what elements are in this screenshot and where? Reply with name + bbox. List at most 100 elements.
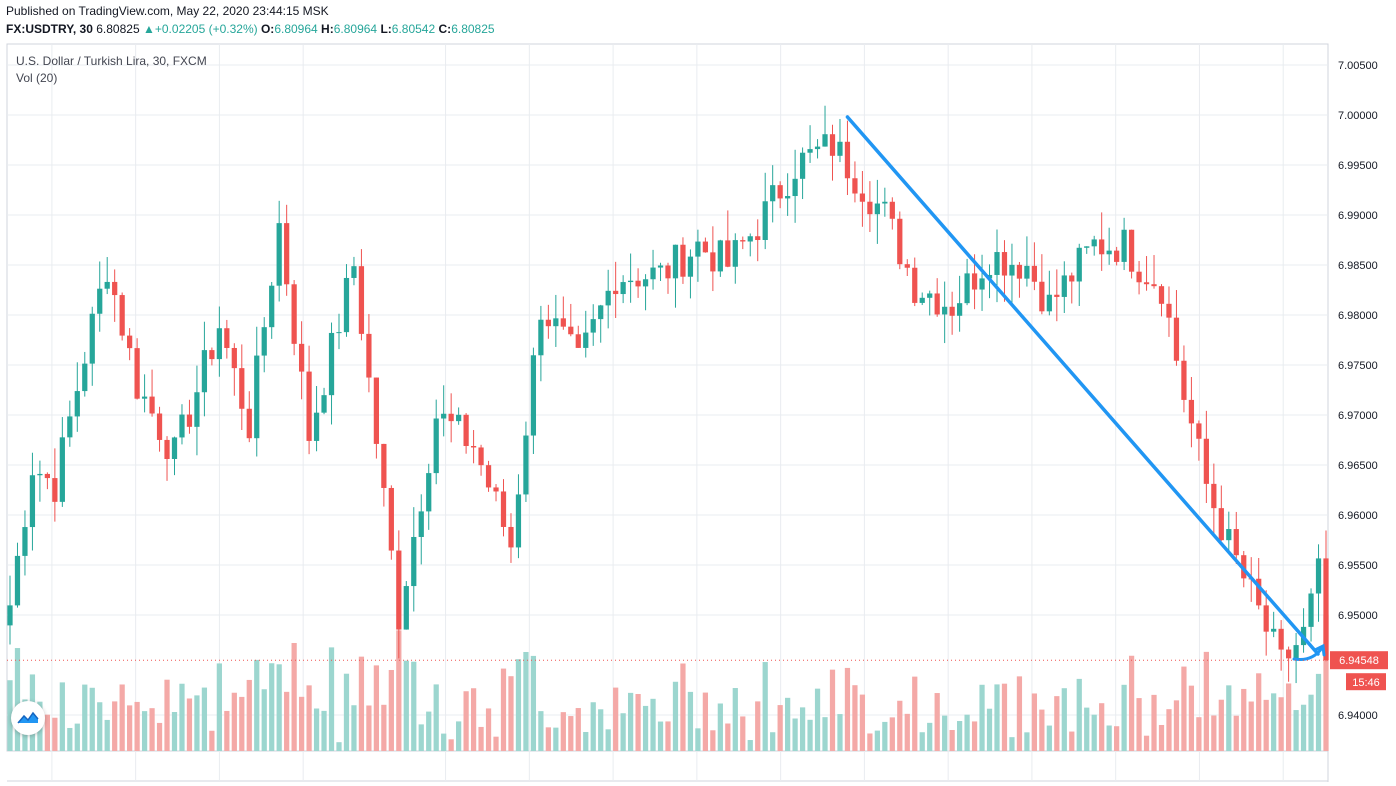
volume-bar — [792, 718, 798, 751]
candle-body — [284, 223, 290, 285]
candle-body — [852, 178, 858, 194]
candle-body — [418, 511, 424, 537]
candle-body — [538, 319, 544, 356]
candle-body — [1271, 628, 1277, 632]
candle-body — [67, 416, 73, 438]
candle-body — [889, 201, 895, 219]
volume-bar — [829, 669, 836, 751]
volume-bar — [583, 731, 589, 751]
volume-bar — [560, 712, 566, 751]
candle-body — [1173, 317, 1180, 361]
candle-body — [463, 414, 469, 447]
volume-bar — [351, 705, 357, 751]
volume-bar — [1271, 693, 1277, 751]
candle-body — [97, 288, 103, 314]
volume-bar — [665, 721, 671, 751]
price-tag — [1330, 651, 1388, 670]
candle-body — [1181, 360, 1187, 400]
last-price: 6.80825 — [96, 22, 140, 36]
candle-body — [971, 273, 978, 290]
volume-bar — [478, 726, 484, 751]
candle-body — [882, 201, 888, 204]
volume-bar — [530, 655, 537, 751]
trendline[interactable] — [845, 115, 1326, 661]
candle-body — [396, 550, 402, 630]
candle-body — [755, 236, 761, 240]
volume-bar — [672, 681, 679, 751]
volume-bar — [627, 692, 634, 751]
candle-body — [874, 203, 880, 215]
candle-body — [568, 326, 574, 335]
volume-bar — [500, 668, 507, 751]
candle-body — [1226, 529, 1232, 541]
volume-bar — [799, 707, 806, 751]
candle-body — [1203, 438, 1209, 484]
volume-bar — [680, 663, 686, 751]
volume-bar — [1143, 735, 1150, 751]
volume-bar — [448, 739, 454, 751]
volume-bar — [882, 721, 888, 751]
y-tick-label: 6.99500 — [1338, 160, 1378, 172]
candle-body — [298, 343, 305, 372]
up-arrow-icon: ▲ — [142, 22, 155, 36]
volume-bar — [112, 701, 118, 751]
volume-bar — [456, 721, 462, 751]
candle-body — [1016, 264, 1023, 279]
candle-body — [994, 252, 1000, 275]
volume-bar — [171, 712, 178, 751]
volume-bar — [74, 723, 80, 751]
candle-body — [1293, 645, 1299, 659]
volume-bar — [1173, 700, 1180, 751]
candle-body — [321, 395, 327, 413]
candle-body — [702, 241, 709, 253]
candle-body — [433, 418, 439, 474]
y-tick-label: 6.96500 — [1338, 460, 1378, 472]
candle-body — [672, 244, 679, 279]
current-price-label: 6.94548 — [1339, 655, 1379, 667]
candle-body — [515, 494, 522, 548]
candle-body — [470, 446, 477, 448]
volume-bar — [964, 714, 970, 751]
candle-body — [1084, 246, 1090, 248]
volume-bar — [725, 723, 731, 751]
trendline-arrow-tail — [1292, 646, 1324, 661]
volume-bar — [276, 664, 282, 751]
volume-bar — [822, 717, 828, 751]
candle-body — [949, 306, 955, 316]
volume-bar — [740, 716, 746, 751]
open-value: 6.80964 — [274, 22, 318, 36]
volume-bar — [343, 673, 350, 751]
volume-bar — [246, 679, 252, 751]
volume-bar — [231, 692, 237, 751]
candle-body — [478, 447, 484, 466]
volume-bar — [418, 724, 424, 751]
candle-body — [904, 264, 910, 268]
volume-bar — [710, 730, 716, 751]
volume-bar — [1061, 688, 1067, 751]
candle-body — [560, 318, 566, 327]
volume-bar — [1114, 726, 1120, 751]
candle-body — [1106, 250, 1112, 255]
volume-bar — [1046, 725, 1052, 751]
volume-bars — [7, 614, 1329, 751]
candle-body — [44, 473, 51, 479]
candle-body — [149, 396, 155, 414]
volume-bar — [254, 659, 260, 751]
candle-body — [358, 266, 365, 334]
arrow-head-icon — [1313, 643, 1326, 657]
volume-bar — [1151, 694, 1157, 751]
countdown-label: 15:46 — [1352, 677, 1380, 689]
volume-bar — [994, 684, 1000, 751]
volume-bar — [97, 702, 103, 751]
volume-bar — [1024, 732, 1030, 751]
candle-body — [156, 413, 163, 440]
candle-body — [777, 185, 783, 199]
tradingview-logo-icon[interactable] — [11, 701, 45, 735]
candle-body — [1076, 247, 1082, 282]
volume-bar — [986, 708, 993, 751]
volume-bar — [1188, 685, 1195, 751]
candle-body — [545, 319, 551, 327]
candle-body — [1091, 239, 1097, 247]
volume-legend: Vol (20) — [16, 71, 58, 85]
